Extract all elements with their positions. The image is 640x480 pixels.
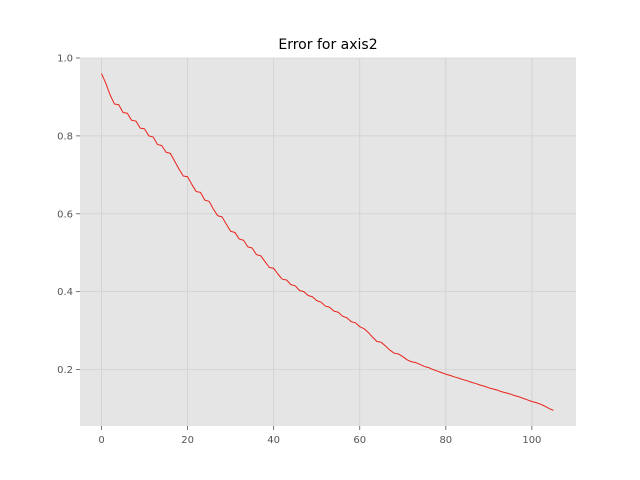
- error-series-line: [101, 73, 554, 411]
- x-tick-label: 100: [522, 435, 541, 446]
- chart-title: Error for axis2: [278, 37, 377, 53]
- y-tick-label: 0.4: [57, 287, 73, 298]
- x-tick-label: 20: [181, 435, 194, 446]
- plot-background: [80, 58, 576, 426]
- x-tick-label: 0: [98, 435, 104, 446]
- y-tick-label: 0.8: [57, 131, 73, 142]
- x-tick-label: 40: [267, 435, 280, 446]
- y-tick-label: 0.6: [57, 209, 73, 220]
- x-tick-label: 80: [439, 435, 452, 446]
- y-tick-label: 1.0: [57, 54, 73, 65]
- plot-area: 0 20 40 60 80 100 0.2 0.4 0.6 0.8 1.0: [57, 54, 576, 446]
- y-tick-label: 0.2: [57, 365, 73, 376]
- x-tick-label: 60: [353, 435, 366, 446]
